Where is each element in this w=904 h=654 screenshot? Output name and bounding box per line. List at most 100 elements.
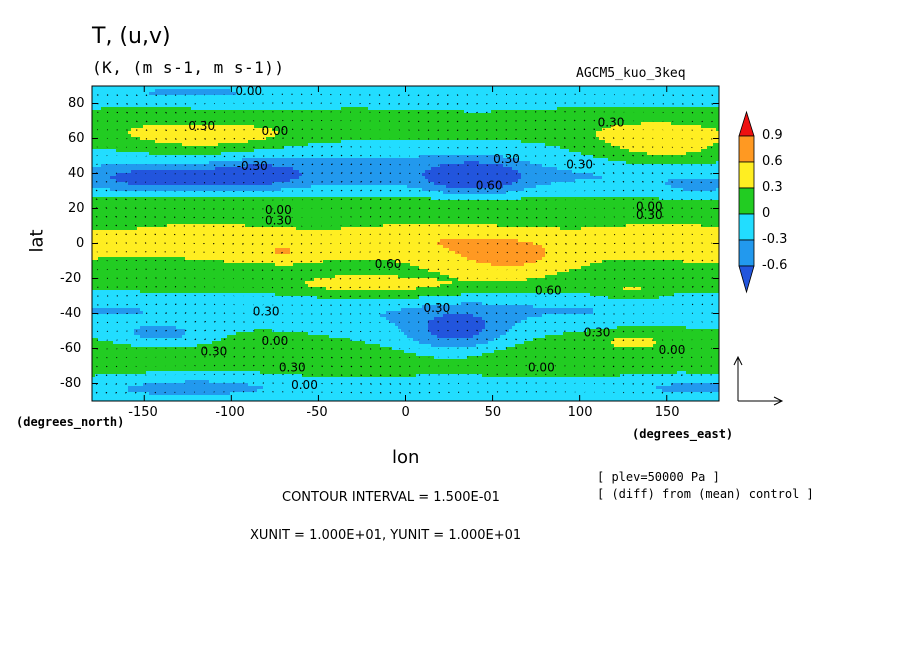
field-cell: [104, 86, 107, 89]
field-cell: [131, 134, 134, 137]
field-cell: [380, 137, 383, 140]
field-cell: [713, 119, 716, 122]
field-cell: [608, 146, 611, 149]
field-cell: [686, 104, 689, 107]
field-cell: [680, 116, 683, 119]
field-cell: [248, 122, 251, 125]
field-cell: [413, 146, 416, 149]
field-cell: [257, 140, 260, 143]
field-cell: [131, 125, 134, 128]
field-cell: [170, 98, 173, 101]
field-cell: [344, 149, 347, 152]
field-cell: [272, 95, 275, 98]
field-cell: [701, 134, 704, 137]
field-cell: [506, 134, 509, 137]
field-cell: [560, 107, 563, 110]
field-cell: [440, 128, 443, 131]
field-cell: [422, 110, 425, 113]
field-cell: [335, 143, 338, 146]
field-cell: [398, 104, 401, 107]
field-cell: [518, 119, 521, 122]
field-cell: [644, 92, 647, 95]
field-cell: [332, 146, 335, 149]
field-cell: [281, 152, 284, 155]
field-cell: [482, 152, 485, 155]
field-cell: [644, 113, 647, 116]
field-cell: [350, 89, 353, 92]
field-cell: [632, 128, 635, 131]
field-cell: [422, 101, 425, 104]
field-cell: [113, 113, 116, 116]
field-cell: [608, 104, 611, 107]
field-cell: [299, 113, 302, 116]
field-cell: [335, 107, 338, 110]
field-cell: [653, 146, 656, 149]
field-cell: [260, 155, 263, 158]
field-cell: [110, 116, 113, 119]
field-cell: [179, 122, 182, 125]
field-cell: [215, 131, 218, 134]
field-cell: [641, 86, 644, 89]
field-cell: [164, 143, 167, 146]
field-cell: [242, 134, 245, 137]
field-cell: [377, 146, 380, 149]
field-cell: [404, 125, 407, 128]
field-cell: [500, 110, 503, 113]
field-cell: [155, 116, 158, 119]
field-cell: [185, 95, 188, 98]
field-cell: [686, 98, 689, 101]
field-cell: [140, 98, 143, 101]
field-cell: [461, 86, 464, 89]
field-cell: [497, 140, 500, 143]
field-cell: [197, 149, 200, 152]
field-cell: [482, 104, 485, 107]
field-cell: [149, 104, 152, 107]
field-cell: [278, 95, 281, 98]
field-cell: [434, 116, 437, 119]
field-cell: [584, 149, 587, 152]
field-cell: [569, 122, 572, 125]
field-cell: [314, 152, 317, 155]
field-cell: [422, 89, 425, 92]
field-cell: [575, 143, 578, 146]
field-cell: [593, 89, 596, 92]
field-cell: [128, 140, 131, 143]
field-cell: [356, 146, 359, 149]
field-cell: [299, 143, 302, 146]
field-cell: [698, 146, 701, 149]
field-cell: [488, 152, 491, 155]
field-cell: [542, 116, 545, 119]
field-cell: [620, 89, 623, 92]
field-cell: [647, 155, 650, 158]
field-cell: [269, 119, 272, 122]
field-cell: [515, 122, 518, 125]
field-cell: [383, 128, 386, 131]
field-cell: [617, 98, 620, 101]
field-cell: [317, 125, 320, 128]
field-cell: [194, 92, 197, 95]
field-cell: [617, 101, 620, 104]
field-cell: [581, 113, 584, 116]
field-cell: [296, 107, 299, 110]
field-cell: [326, 143, 329, 146]
field-cell: [548, 104, 551, 107]
field-cell: [320, 122, 323, 125]
field-cell: [668, 95, 671, 98]
field-cell: [710, 89, 713, 92]
field-cell: [608, 92, 611, 95]
field-cell: [653, 152, 656, 155]
field-cell: [692, 134, 695, 137]
field-cell: [431, 128, 434, 131]
field-cell: [440, 131, 443, 134]
field-cell: [179, 128, 182, 131]
field-cell: [677, 125, 680, 128]
field-cell: [566, 86, 569, 89]
field-cell: [110, 125, 113, 128]
field-cell: [488, 98, 491, 101]
field-cell: [395, 128, 398, 131]
field-cell: [503, 134, 506, 137]
field-cell: [617, 89, 620, 92]
field-cell: [218, 116, 221, 119]
field-cell: [266, 89, 269, 92]
field-cell: [428, 116, 431, 119]
